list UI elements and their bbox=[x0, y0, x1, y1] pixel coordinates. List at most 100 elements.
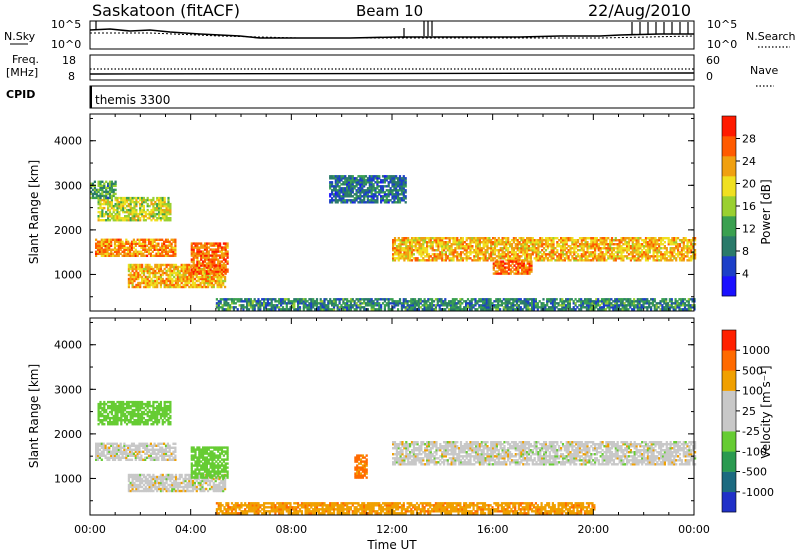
heatmap-cell bbox=[263, 308, 266, 311]
heatmap-cell bbox=[166, 246, 169, 250]
heatmap-cell bbox=[441, 249, 444, 252]
heatmap-cell bbox=[510, 249, 514, 252]
heatmap-cell bbox=[456, 251, 459, 254]
heatmap-cell bbox=[368, 191, 371, 194]
heatmap-cell bbox=[641, 239, 644, 242]
heatmap-cell bbox=[146, 196, 149, 200]
heatmap-cell bbox=[548, 253, 551, 256]
heatmap-cell bbox=[115, 452, 118, 456]
heatmap-cell bbox=[498, 262, 501, 265]
heatmap-cell bbox=[332, 187, 336, 190]
heatmap-cell bbox=[387, 300, 390, 303]
heatmap-cell bbox=[216, 285, 219, 289]
heatmap-cell bbox=[610, 247, 614, 250]
heatmap-cell bbox=[263, 300, 266, 303]
heatmap-cell bbox=[151, 250, 154, 254]
heatmap-cell bbox=[138, 446, 141, 450]
heatmap-cell bbox=[361, 187, 364, 190]
heatmap-cell bbox=[129, 271, 132, 275]
heatmap-cell bbox=[205, 275, 208, 279]
heatmap-cell bbox=[624, 241, 627, 244]
heatmap-cell bbox=[154, 200, 157, 204]
heatmap-cell bbox=[450, 257, 453, 260]
heatmap-cell bbox=[270, 306, 273, 309]
heatmap-cell bbox=[550, 245, 553, 248]
heatmap-cell bbox=[212, 283, 215, 287]
heatmap-cell bbox=[110, 188, 113, 192]
heatmap-cell bbox=[671, 251, 674, 254]
heatmap-cell bbox=[400, 177, 403, 180]
heatmap-cell bbox=[541, 243, 544, 246]
heatmap-cell bbox=[583, 302, 587, 305]
heatmap-cell bbox=[610, 302, 613, 305]
heatmap-cell bbox=[334, 193, 337, 196]
heatmap-cell bbox=[219, 298, 222, 301]
heatmap-cell bbox=[167, 269, 170, 273]
heatmap-cell bbox=[476, 251, 480, 254]
heatmap-cell bbox=[459, 237, 463, 240]
heatmap-cell bbox=[190, 273, 193, 277]
heatmap-cell bbox=[522, 237, 525, 240]
heatmap-cell bbox=[610, 239, 614, 242]
heatmap-cell bbox=[361, 306, 364, 309]
heatmap-cell bbox=[171, 263, 174, 267]
heatmap-cell bbox=[133, 279, 136, 283]
heatmap-cell bbox=[526, 259, 529, 262]
heatmap-cell bbox=[385, 175, 388, 178]
heatmap-cell bbox=[459, 245, 463, 248]
heatmap-cell bbox=[167, 210, 170, 214]
heatmap-cell bbox=[674, 304, 677, 307]
heatmap-cell bbox=[509, 272, 512, 275]
heatmap-cell bbox=[594, 253, 597, 256]
heatmap-cell bbox=[108, 202, 112, 206]
heatmap-cell bbox=[368, 185, 371, 188]
heatmap-cell bbox=[678, 245, 682, 248]
heatmap-cell bbox=[507, 257, 510, 260]
heatmap-cell bbox=[673, 255, 676, 258]
heatmap-cell bbox=[146, 277, 149, 281]
heatmap-cell bbox=[171, 273, 174, 277]
heatmap-cell bbox=[99, 202, 102, 206]
heatmap-cell bbox=[221, 308, 224, 311]
heatmap-cell bbox=[474, 304, 477, 307]
heatmap-cell bbox=[648, 241, 651, 244]
heatmap-cell bbox=[114, 215, 117, 218]
heatmap-cell bbox=[158, 196, 161, 200]
heatmap-cell bbox=[98, 250, 101, 254]
heatmap-cell bbox=[407, 245, 410, 248]
heatmap-cell bbox=[102, 250, 105, 254]
heatmap-cell bbox=[629, 239, 632, 242]
heatmap-cell bbox=[165, 204, 168, 208]
heatmap-cell bbox=[364, 179, 368, 182]
heatmap-cell bbox=[507, 259, 510, 262]
heatmap-cell bbox=[227, 306, 230, 309]
heatmap-cell bbox=[127, 452, 130, 456]
heatmap-cell bbox=[531, 300, 534, 303]
heatmap-cell bbox=[116, 210, 119, 214]
heatmap-cell bbox=[502, 266, 505, 269]
heatmap-cell bbox=[416, 239, 419, 242]
heatmap-cell bbox=[656, 257, 659, 260]
heatmap-cell bbox=[190, 275, 193, 279]
heatmap-cell bbox=[502, 272, 505, 275]
heatmap-cell bbox=[107, 192, 110, 196]
heatmap-cell bbox=[599, 239, 602, 242]
heatmap-cell bbox=[366, 191, 369, 194]
heatmap-cell bbox=[222, 266, 225, 269]
heatmap-cell bbox=[264, 302, 268, 305]
heatmap-cell bbox=[618, 243, 621, 246]
heatmap-cell bbox=[591, 302, 594, 305]
heatmap-cell bbox=[677, 247, 680, 250]
heatmap-cell bbox=[100, 252, 103, 256]
heatmap-cell bbox=[154, 285, 157, 289]
heatmap-cell bbox=[620, 255, 623, 258]
heatmap-cell bbox=[654, 237, 657, 240]
heatmap-cell bbox=[571, 239, 574, 242]
heatmap-cell bbox=[580, 304, 583, 307]
heatmap-cell bbox=[156, 267, 159, 271]
heatmap-cell bbox=[140, 238, 143, 242]
heatmap-cell bbox=[306, 308, 309, 311]
heatmap-cell bbox=[331, 177, 334, 180]
heatmap-cell bbox=[474, 302, 477, 305]
heatmap-cell bbox=[567, 259, 570, 262]
